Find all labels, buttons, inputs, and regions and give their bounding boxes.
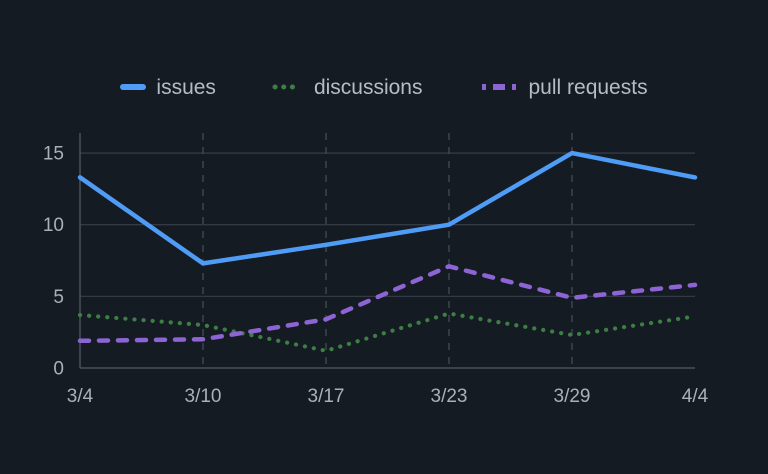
y-axis-tick-label: 5 [53,287,64,308]
x-axis-tick-label: 3/4 [67,386,94,407]
legend-label-pull-requests: pull requests [528,75,648,99]
x-axis-tick-label: 3/17 [308,386,345,407]
x-axis-tick-label: 3/29 [554,386,591,407]
x-axis-tick-label: 4/4 [682,386,709,407]
y-axis-tick-label: 10 [43,215,64,236]
y-axis-tick-label: 15 [43,144,64,165]
legend-item-issues[interactable]: issues [120,77,216,98]
chart-legend: issues discussions pull requests [0,72,768,102]
x-axis-tick-label: 3/10 [185,386,222,407]
legend-item-pull-requests[interactable]: pull requests [479,77,648,98]
discussions-line-series [77,311,698,353]
legend-item-discussions[interactable]: discussions [272,77,423,98]
x-axis-tick-label: 3/23 [431,386,468,407]
y-axis-tick-label: 0 [53,359,64,380]
legend-label-discussions: discussions [313,75,423,99]
issues-solid-line-swatch-icon [120,84,147,90]
legend-label-issues: issues [156,75,216,99]
issues-line-series [77,150,698,266]
pull-requests-line-series [77,264,698,344]
pull-requests-dashed-line-swatch-icon [481,84,516,90]
